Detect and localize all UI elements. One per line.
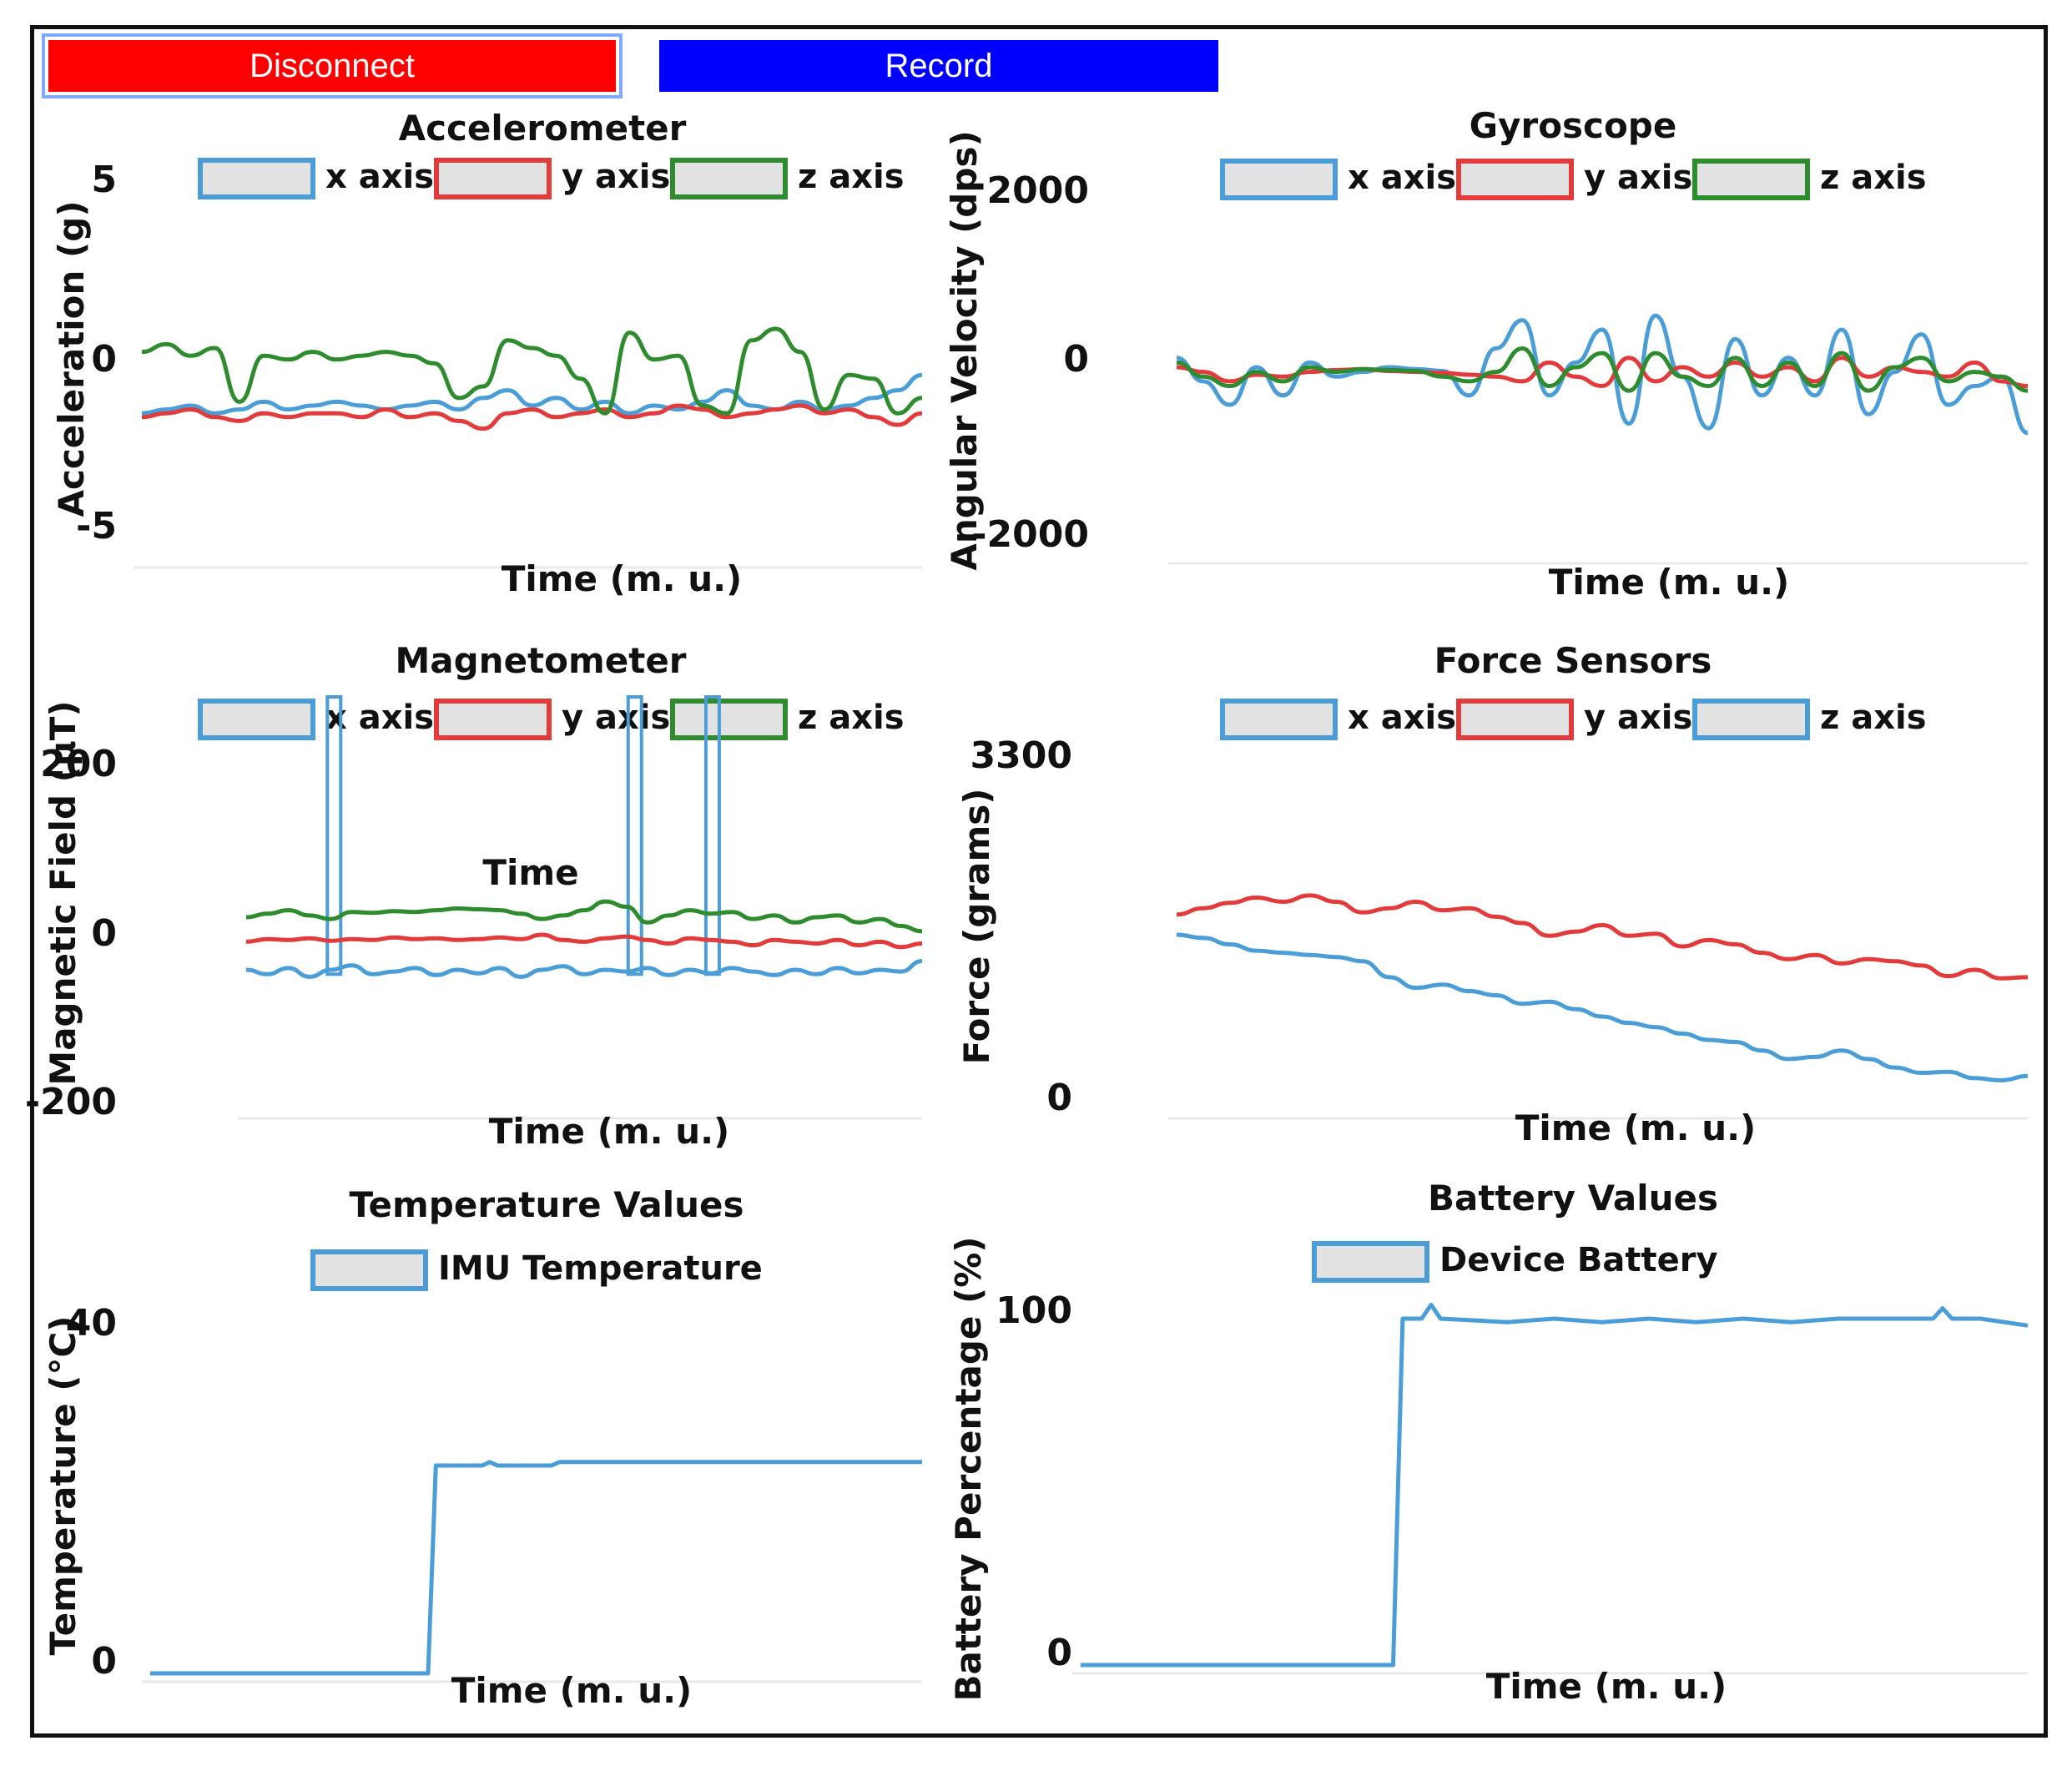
temperature-legend-swatch	[310, 1249, 428, 1291]
temperature-legend-label: IMU Temperature	[438, 1249, 763, 1288]
gyroscope-legend-swatch	[1456, 159, 1574, 200]
accelerometer-legend-swatch	[434, 158, 552, 199]
temperature-series-x	[150, 1460, 922, 1676]
battery-series-x	[1081, 1302, 2029, 1668]
accelerometer-series-z	[141, 326, 923, 416]
gyroscope-xlabel: Time (m. u.)	[1549, 562, 1790, 603]
force_sensors-ytick: 3300	[970, 734, 1072, 777]
magnetometer-series-x	[245, 959, 923, 979]
magnetometer-legend-swatch	[434, 699, 552, 740]
accelerometer-legend-label: y axis	[562, 158, 670, 196]
force_sensors-series-y	[1176, 893, 2029, 981]
gyroscope-series-z	[1176, 346, 2029, 393]
battery-ytick: 100	[996, 1289, 1072, 1332]
accelerometer-ytick: 5	[91, 159, 117, 201]
magnetometer-ytick: 0	[91, 912, 117, 955]
temperature-ytick: 40	[66, 1302, 117, 1345]
gyroscope-legend-label: y axis	[1584, 159, 1692, 197]
magnetometer-title: Magnetometer	[395, 640, 686, 681]
magnetometer-ytick: -200	[25, 1081, 117, 1123]
magnetometer-ytick: 200	[40, 743, 117, 785]
accelerometer-ytick: -5	[76, 505, 117, 547]
force_sensors-legend-swatch	[1692, 699, 1810, 740]
force_sensors-legend-label: z axis	[1820, 699, 1927, 737]
accelerometer-legend-swatch	[670, 158, 788, 199]
accelerometer-title: Accelerometer	[399, 108, 687, 149]
battery-legend-label: Device Battery	[1439, 1241, 1718, 1279]
gyroscope-ytick: 2000	[987, 169, 1089, 212]
magnetometer-legend-label: x axis	[325, 699, 434, 737]
temperature-ytick: 0	[91, 1640, 117, 1683]
magnetometer-legend-swatch	[670, 699, 788, 740]
temperature-title: Temperature Values	[349, 1184, 744, 1225]
accelerometer-series-y	[141, 403, 923, 431]
magnetometer-annotation: Time	[482, 852, 578, 893]
force_sensors-legend-swatch	[1220, 699, 1338, 740]
force_sensors-legend-label: x axis	[1348, 699, 1456, 737]
magnetometer-spike	[325, 695, 343, 976]
gyroscope-legend-swatch	[1692, 159, 1810, 200]
magnetometer-spike	[626, 695, 643, 976]
force_sensors-ytick: 0	[1046, 1077, 1072, 1119]
battery-xlabel: Time (m. u.)	[1486, 1666, 1727, 1707]
force_sensors-legend-swatch	[1456, 699, 1574, 740]
magnetometer-series-z	[245, 899, 923, 934]
gyroscope-title: Gyroscope	[1470, 105, 1677, 146]
magnetometer-xlabel: Time (m. u.)	[489, 1111, 730, 1152]
force_sensors-series-x	[1176, 932, 2029, 1082]
accelerometer-legend-label: x axis	[325, 158, 434, 196]
magnetometer-legend-swatch	[198, 699, 315, 740]
disconnect-button[interactable]: Disconnect	[42, 33, 623, 98]
temperature-xlabel: Time (m. u.)	[451, 1670, 693, 1711]
accelerometer-ylabel: Acceleration (g)	[51, 200, 92, 517]
force_sensors-title: Force Sensors	[1434, 640, 1712, 681]
app-window	[30, 25, 2048, 1738]
accelerometer-xlabel: Time (m. u.)	[502, 558, 743, 599]
battery-legend-swatch	[1312, 1241, 1429, 1283]
force_sensors-legend-label: y axis	[1584, 699, 1692, 737]
gyroscope-ytick: -2000	[971, 513, 1089, 556]
battery-title: Battery Values	[1428, 1178, 1718, 1219]
magnetometer-legend-label: z axis	[798, 699, 905, 737]
accelerometer-legend-swatch	[198, 158, 315, 199]
accelerometer-series-x	[141, 372, 923, 416]
battery-ylabel: Battery Percentage (%)	[948, 1236, 989, 1701]
gyroscope-legend-label: z axis	[1820, 159, 1927, 197]
force_sensors-xlabel: Time (m. u.)	[1515, 1108, 1757, 1148]
temperature-ylabel: Temperature (°C)	[43, 1316, 83, 1656]
battery-ytick: 0	[1046, 1632, 1072, 1674]
gyroscope-legend-swatch	[1220, 159, 1338, 200]
accelerometer-legend-label: z axis	[798, 158, 905, 196]
gyroscope-series-x	[1176, 313, 2029, 436]
magnetometer-ylabel: Magnetic Field (µT)	[43, 700, 83, 1085]
gyroscope-ylabel: Angular Velocity (dps)	[944, 130, 985, 570]
force_sensors-ylabel: Force (grams)	[956, 789, 997, 1065]
magnetometer-series-y	[245, 932, 923, 950]
magnetometer-legend-label: y axis	[562, 699, 670, 737]
accelerometer-ytick: 0	[91, 338, 117, 381]
gyroscope-ytick: 0	[1063, 338, 1089, 381]
gyroscope-legend-label: x axis	[1348, 159, 1456, 197]
record-button[interactable]: Record	[659, 40, 1218, 92]
